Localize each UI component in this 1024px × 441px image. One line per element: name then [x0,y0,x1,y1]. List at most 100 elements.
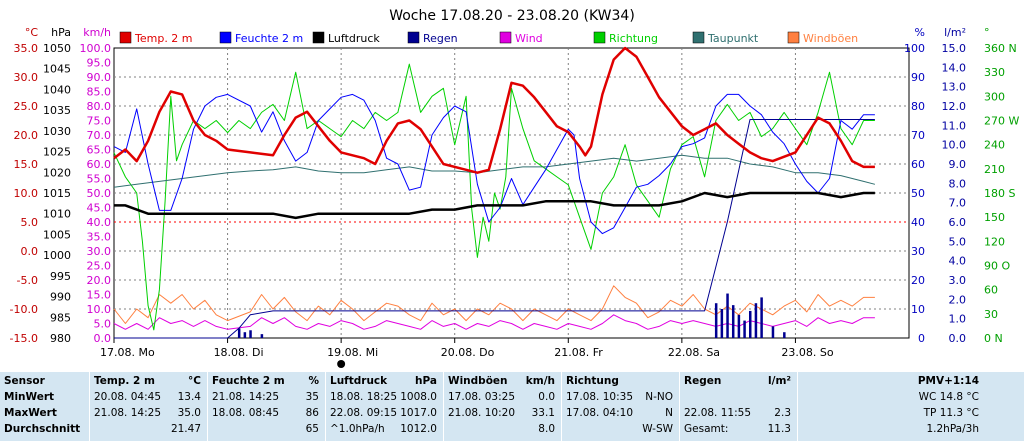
stats-value: 0.0 [538,391,555,403]
legend-label: Regen [423,32,458,45]
stats-time: ^1.0hPa/h [330,423,385,435]
stats-time: 20.08. 04:45 [94,391,161,403]
wind-axis-unit: km/h [83,26,111,39]
series-humidity [113,93,875,235]
temp-axis-tick: 30.0 [14,71,39,84]
stats-value: 21.47 [170,423,201,435]
pressure-axis-unit: hPa [51,26,71,39]
wind-axis-tick: 90.0 [87,71,112,84]
humidity-axis-tick: 30 [911,245,925,258]
stats-value: 1012.0 [400,423,437,435]
humidity-axis-tick: 100 [904,42,925,55]
x-tick-label: 19.08. Mi [327,346,378,359]
wind-axis-tick: 20.0 [87,274,112,287]
stats-header: PMV+1:14 [917,375,979,387]
rain-bar [243,332,247,338]
humidity-axis-tick: 80 [911,100,925,113]
temp-axis-tick: 15.0 [14,158,39,171]
direction-axis-tick: 360 N [984,42,1017,55]
direction-axis-tick: 180 S [984,187,1015,200]
rain-bar [771,326,775,338]
legend-swatch [312,31,325,44]
stats-col-direction: Richtung 17.08. 10:35 N-NO 17.08. 04:10 N … [561,372,679,441]
wind-axis-tick: 15.0 [87,289,112,302]
pressure-axis-tick: 995 [50,270,71,283]
humidity-axis-tick: 60 [911,158,925,171]
stats-value: 8.0 [538,423,555,435]
temp-axis-tick: -15.0 [10,332,38,345]
rain-axis-tick: 10.0 [942,139,967,152]
stats-value: 1017.0 [400,407,437,419]
rain-axis-tick: 7.0 [949,197,967,210]
stats-header: Temp. 2 m [94,375,155,387]
rain-bar [249,330,252,338]
direction-axis-tick: 150 [984,211,1005,224]
legend-label: Luftdruck [328,32,380,45]
stats-unit: hPa [415,375,437,387]
direction-axis-tick: 120 [984,235,1005,248]
wind-axis-tick: 40.0 [87,216,112,229]
wind-axis-tick: 10.0 [87,303,112,316]
stats-value: N-NO [645,391,673,403]
direction-axis-tick: 300 [984,90,1005,103]
legend-swatch [219,31,232,44]
wind-axis-tick: 0.0 [94,332,112,345]
stats-rowlabel: MinWert [4,391,55,403]
temp-axis-tick: 20.0 [14,129,39,142]
stats-time: 17.08. 10:35 [566,391,633,403]
stats-col-pressure: Luftdruck hPa 18.08. 18:25 1008.0 22.08. 0… [325,372,443,441]
stats-unit: l/m² [768,375,791,387]
rain-bar [237,328,241,338]
series-temperature [113,46,875,174]
humidity-axis-tick: 10 [911,303,925,316]
wind-axis-tick: 5.0 [94,318,112,331]
stats-value: 35.0 [177,407,201,419]
direction-axis-tick: 330 [984,66,1005,79]
stats-value: 86 [305,407,319,419]
rain-bar [743,320,746,338]
temp-axis-tick: -10.0 [10,303,38,316]
wind-axis-tick: 75.0 [87,115,112,128]
rain-bar [737,314,741,338]
stats-unit: °C [188,375,201,387]
wind-axis-tick: 45.0 [87,202,112,215]
humidity-axis-tick: 50 [911,187,925,200]
stats-time: 18.08. 08:45 [212,407,279,419]
wind-axis-tick: 35.0 [87,231,112,244]
stats-header: Feuchte 2 m [212,375,285,387]
pressure-axis-tick: 1040 [43,83,71,96]
rain-axis-tick: 5.0 [949,235,967,248]
stats-time: Gesamt: [684,423,729,435]
stats-time: 21.08. 14:25 [94,407,161,419]
stats-value: N [665,407,673,419]
stats-time: 18.08. 18:25 [330,391,397,403]
pressure-axis-tick: 1000 [43,249,71,262]
temp-axis-tick: 0.0 [21,245,39,258]
stats-unit: % [308,375,319,387]
direction-axis-tick: 60 [984,284,998,297]
stats-value: 65 [305,423,319,435]
rain-bar [760,297,763,338]
legend-label: Richtung [609,32,658,45]
stats-col-humidity: Feuchte 2 m% 21.08. 14:25 35 18.08. 08:45… [207,372,325,441]
stats-col-sensor: Sensor MinWert MaxWert Durchschnitt [0,372,88,441]
direction-axis-tick: 240 [984,139,1005,152]
rain-axis-tick: 12.0 [942,100,967,113]
pressure-axis-tick: 985 [50,311,71,324]
direction-axis-tick: 270 W [984,115,1019,128]
x-tick-label: 20.08. Do [441,346,495,359]
rain-axis-tick: 9.0 [949,158,967,171]
rain-axis-tick: 15.0 [942,42,967,55]
x-tick-label: 23.08. So [781,346,833,359]
direction-axis-unit: ° [984,26,990,39]
stats-col-temp: Temp. 2 m °C 20.08. 04:45 13.4 21.08. 14:2… [89,372,207,441]
rain-axis-tick: 6.0 [949,216,967,229]
pressure-axis-tick: 1035 [43,104,71,117]
rain-bar [726,293,729,338]
temp-axis-tick: 25.0 [14,100,39,113]
pressure-axis-tick: 1045 [43,63,71,76]
stats-time: 21.08. 14:25 [212,391,279,403]
wind-axis-tick: 65.0 [87,144,112,157]
direction-axis-tick: 90 O [984,260,1010,273]
stats-rowlabel: Durchschnitt [4,423,81,435]
